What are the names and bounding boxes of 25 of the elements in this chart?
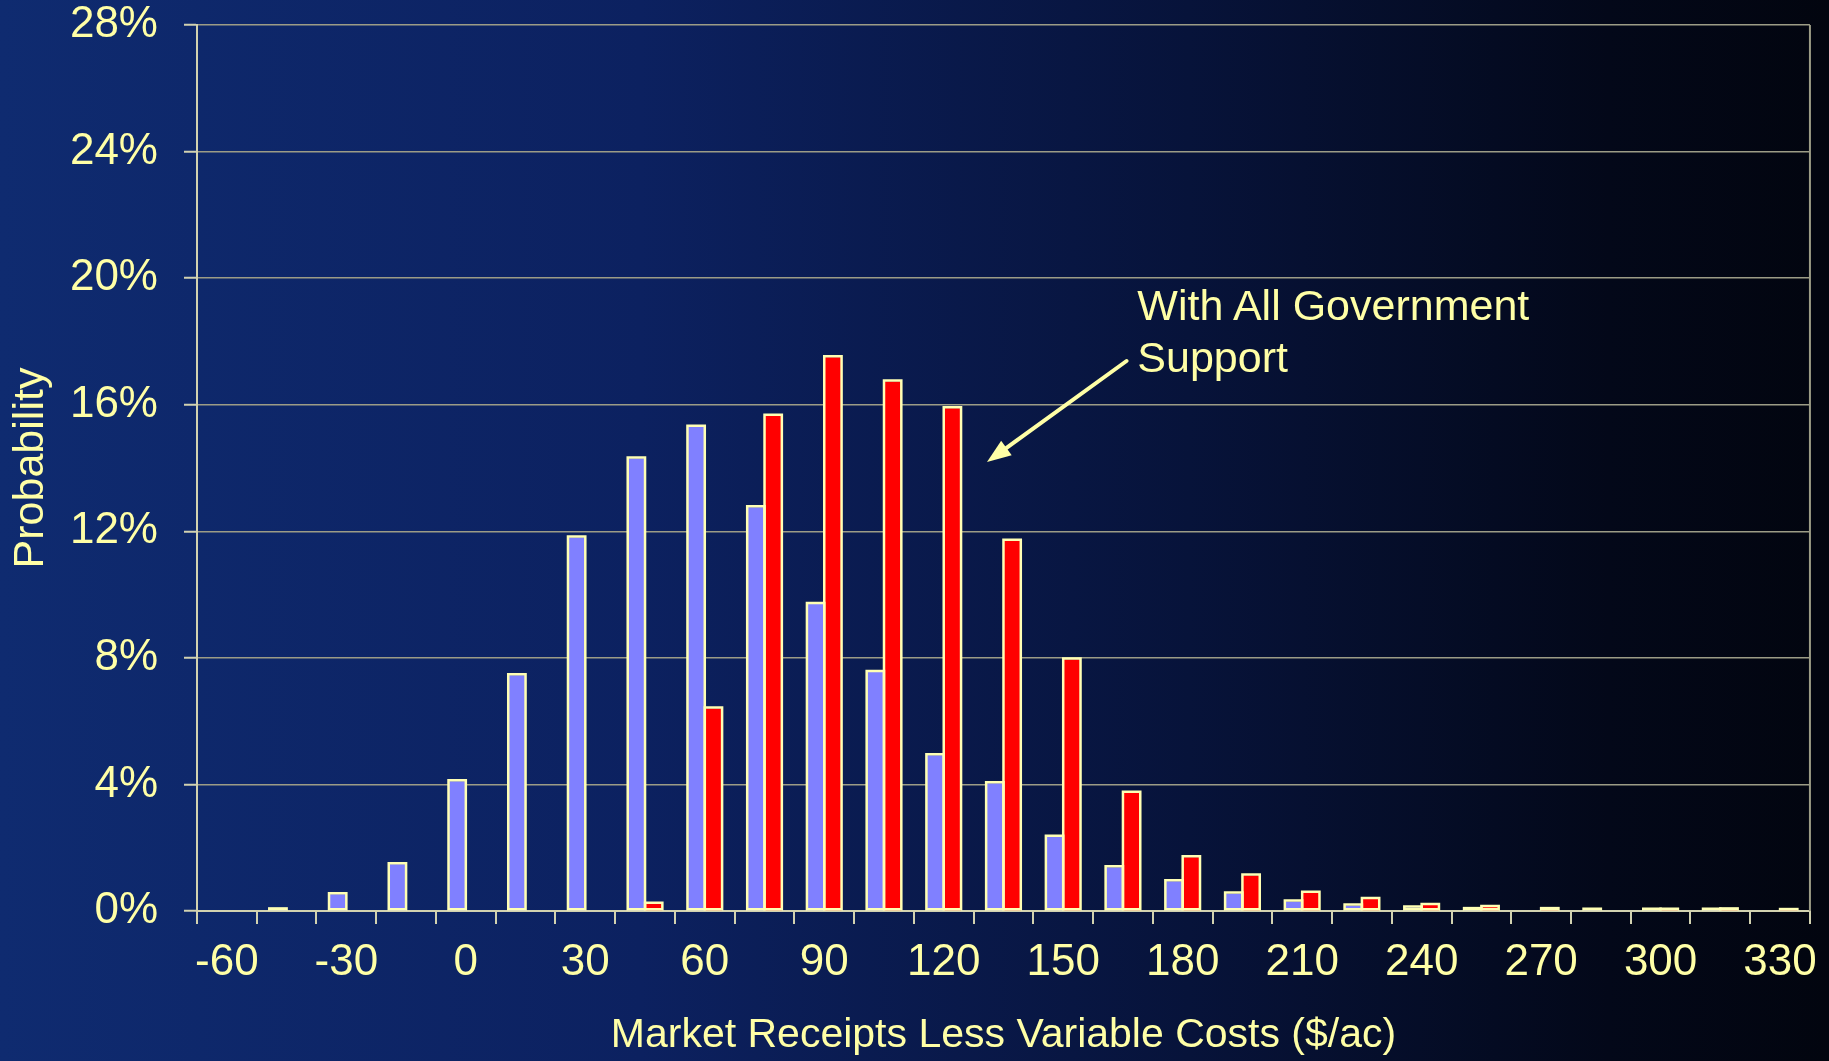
y-tick-label: 8% xyxy=(94,630,158,679)
y-tick-label: 0% xyxy=(94,883,158,933)
annotation: With All Government Support xyxy=(1137,280,1531,384)
y-tick-label: 20% xyxy=(69,250,158,300)
x-tick-label: 60 xyxy=(680,934,730,984)
x-tick-label: 300 xyxy=(1623,934,1698,984)
x-tick-label: 30 xyxy=(560,934,610,984)
x-tick-label: 120 xyxy=(907,934,981,984)
y-tick-label: 28% xyxy=(69,0,158,47)
y-tick-label: 16% xyxy=(69,376,158,426)
x-tick-label: 90 xyxy=(799,934,849,984)
y-tick-label: 4% xyxy=(94,756,158,806)
x-tick-label: 150 xyxy=(1026,934,1100,984)
x-tick-label: 180 xyxy=(1145,934,1220,984)
x-tick-label: -30 xyxy=(314,934,379,984)
x-tick-label: 270 xyxy=(1504,934,1578,984)
x-tick-label: 210 xyxy=(1265,934,1339,984)
x-axis-title: Market Receipts Less Variable Costs ($/ac) xyxy=(610,1009,1397,1056)
x-tick-label: 0 xyxy=(453,934,479,984)
y-tick-label: 12% xyxy=(69,503,158,553)
x-tick-label: 330 xyxy=(1743,934,1817,984)
y-axis-title: Probability xyxy=(3,367,52,569)
y-tick-label: 24% xyxy=(69,123,158,173)
x-tick-label: 240 xyxy=(1384,934,1459,984)
x-tick-label: -60 xyxy=(195,934,259,984)
